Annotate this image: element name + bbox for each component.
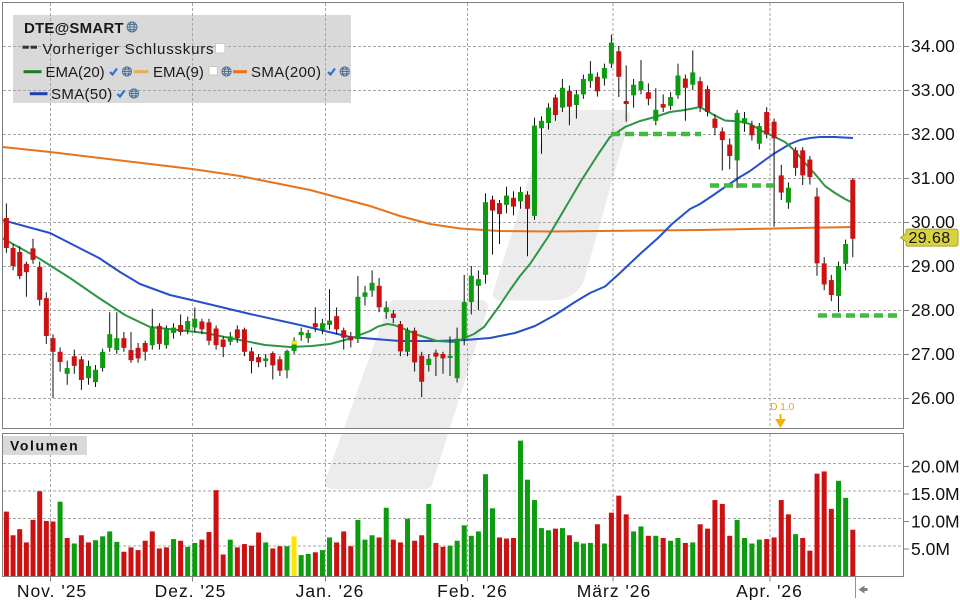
- svg-text:EMA(20): EMA(20): [46, 64, 105, 81]
- svg-text:15.0M: 15.0M: [911, 484, 960, 504]
- svg-text:31.00: 31.00: [911, 168, 955, 188]
- svg-text:D 1.0: D 1.0: [770, 401, 794, 413]
- svg-text:Apr. '26: Apr. '26: [736, 581, 803, 600]
- svg-text:27.00: 27.00: [911, 344, 955, 364]
- svg-text:28.00: 28.00: [911, 300, 955, 320]
- svg-text:10.0M: 10.0M: [911, 512, 960, 532]
- svg-text:März '26: März '26: [577, 581, 652, 600]
- svg-text:Feb. '26: Feb. '26: [437, 581, 508, 600]
- svg-text:32.00: 32.00: [911, 124, 955, 144]
- svg-text:30.00: 30.00: [911, 212, 955, 232]
- svg-text:Nov. '25: Nov. '25: [17, 581, 87, 600]
- svg-text:29.68: 29.68: [909, 230, 951, 247]
- svg-text:Jan. '26: Jan. '26: [296, 581, 365, 600]
- svg-text:SMA(50): SMA(50): [51, 86, 113, 103]
- svg-text:29.00: 29.00: [911, 256, 955, 276]
- svg-text:Vorheriger Schlusskurs: Vorheriger Schlusskurs: [43, 41, 215, 58]
- svg-text:34.00: 34.00: [911, 36, 955, 56]
- svg-text:EMA(9): EMA(9): [153, 64, 204, 81]
- svg-text:DTE@SMART: DTE@SMART: [24, 20, 124, 37]
- svg-text:26.00: 26.00: [911, 388, 955, 408]
- svg-text:20.0M: 20.0M: [911, 457, 960, 477]
- svg-text:5.0M: 5.0M: [911, 539, 950, 559]
- svg-text:33.00: 33.00: [911, 80, 955, 100]
- svg-text:SMA(200): SMA(200): [251, 64, 321, 81]
- svg-text:Dez. '25: Dez. '25: [155, 581, 227, 600]
- svg-text:Volumen: Volumen: [10, 438, 79, 454]
